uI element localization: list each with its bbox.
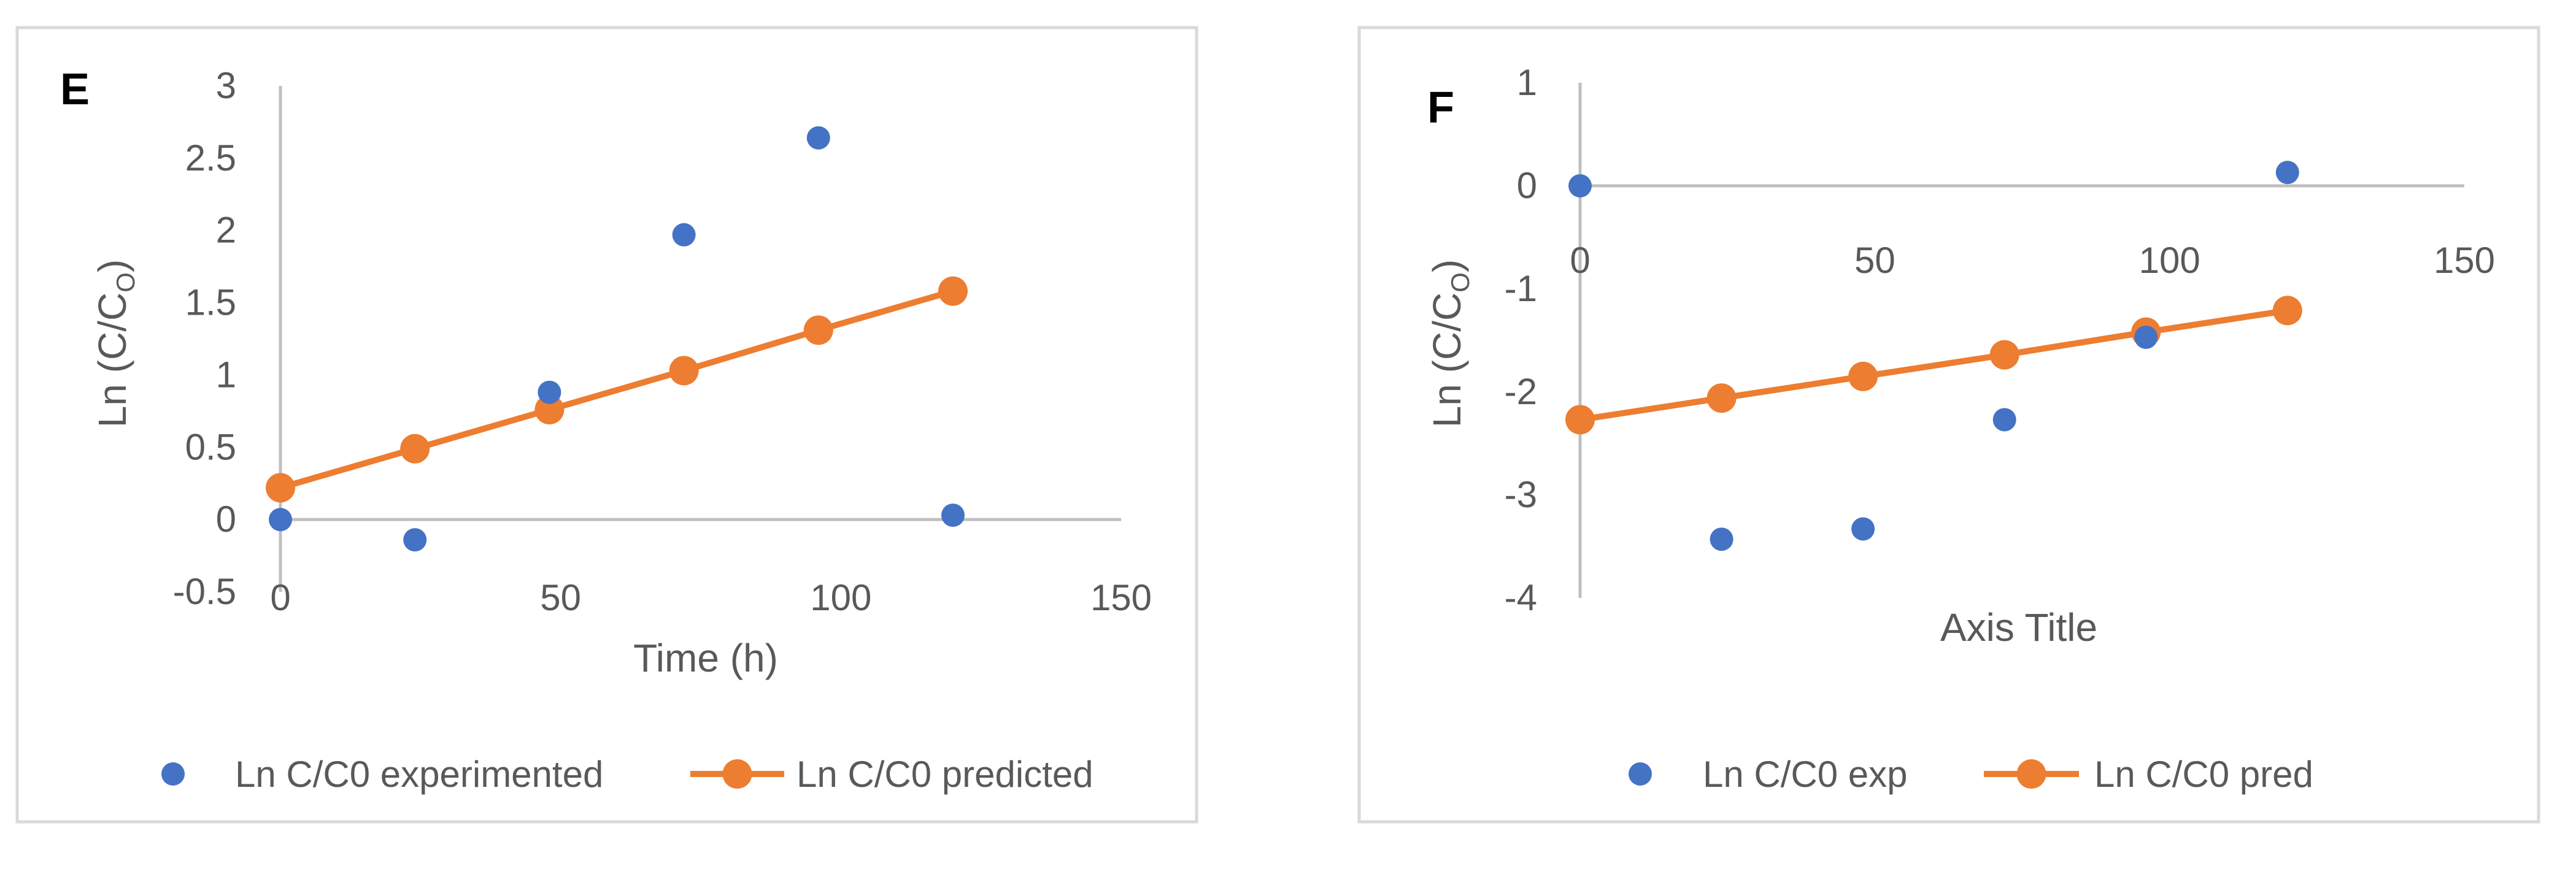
- chart-frame: [1357, 26, 2540, 824]
- legend-marker-experimental: [1629, 762, 1652, 786]
- legend-label-predicted: Ln C/C0 pred: [2094, 754, 2313, 795]
- y-axis-title-subscript: O: [1446, 272, 1475, 293]
- experimental-point: [806, 126, 830, 150]
- x-tick-label: 150: [2434, 240, 2495, 281]
- experimental-point: [2134, 325, 2158, 349]
- legend-label-experimental: Ln C/C0 exp: [1703, 754, 1908, 795]
- x-tick-label: 0: [1570, 240, 1590, 281]
- predicted-series-line: [279, 288, 954, 491]
- experimental-point: [672, 223, 696, 247]
- legend-label-predicted: Ln C/C0 predicted: [796, 754, 1093, 795]
- x-tick-label: 0: [270, 577, 290, 618]
- y-axis-title: Ln (C/CO): [1425, 259, 1475, 427]
- predicted-point: [1848, 361, 1878, 391]
- chart-frame: [15, 26, 1198, 824]
- experimental-point: [1710, 527, 1733, 551]
- experimental-point: [2275, 161, 2299, 185]
- y-tick-label: 0: [1517, 165, 1537, 206]
- y-tick-label: -2: [1505, 371, 1537, 412]
- predicted-point: [534, 395, 565, 424]
- y-tick-label: 1: [216, 354, 236, 395]
- x-tick-label: 100: [2139, 240, 2200, 281]
- x-axis-title: Axis Title: [1940, 605, 2097, 649]
- y-tick-label: 0.5: [185, 426, 236, 467]
- predicted-point: [803, 315, 833, 345]
- y-tick-label: 2: [216, 210, 236, 251]
- experimental-point: [941, 504, 965, 527]
- x-tick-label: 50: [1854, 240, 1895, 281]
- y-tick-label: 0: [216, 499, 236, 540]
- y-tick-label: -4: [1505, 577, 1537, 618]
- x-tick-label: 50: [540, 577, 581, 618]
- predicted-point: [938, 276, 968, 306]
- y-tick-label: 2.5: [185, 137, 236, 178]
- legend-marker-predicted: [2016, 759, 2046, 789]
- x-tick-label: 150: [1090, 577, 1152, 618]
- experimental-point: [1992, 408, 2016, 432]
- legend-label-experimental: Ln C/C0 experimented: [235, 754, 603, 795]
- y-tick-label: -0.5: [173, 571, 236, 612]
- y-tick-label: 1: [1517, 62, 1537, 103]
- x-axis-title: Time (h): [633, 636, 778, 680]
- y-tick-label: -1: [1505, 268, 1537, 309]
- legend-marker-experimental: [161, 762, 185, 786]
- predicted-point: [400, 434, 430, 464]
- predicted-point: [266, 473, 295, 503]
- y-tick-label: -3: [1505, 474, 1537, 515]
- y-axis-title-close: ): [1425, 259, 1469, 272]
- experimental-point: [269, 508, 292, 532]
- predicted-point: [1989, 340, 2019, 370]
- y-tick-label: 3: [216, 65, 236, 106]
- experimental-point: [403, 528, 427, 552]
- experimental-point: [1568, 174, 1592, 197]
- legend-marker-predicted: [722, 759, 752, 789]
- predicted-point: [1565, 405, 1595, 435]
- y-axis-title-close: ): [90, 259, 134, 272]
- y-axis-title-main: Ln (C/C: [1425, 293, 1469, 428]
- predicted-series-line: [1579, 307, 2288, 423]
- panel-label: E: [60, 65, 90, 114]
- y-axis-title: Ln (C/CO): [90, 259, 140, 427]
- chart-e: E 3 2.5 2 1.5 1 0.5 0 -0.5 0 50 100 150 Time (h) Ln (C…: [15, 26, 1198, 824]
- y-axis-title-main: Ln (C/C: [90, 293, 134, 428]
- predicted-point: [669, 356, 699, 386]
- panel-label: F: [1427, 83, 1454, 132]
- predicted-point: [1706, 383, 1737, 413]
- y-tick-label: 1.5: [185, 282, 236, 323]
- x-tick-label: 100: [810, 577, 871, 618]
- experimental-point: [1851, 517, 1875, 541]
- predicted-point: [2272, 296, 2302, 326]
- y-axis-title-subscript: O: [111, 272, 140, 293]
- experimental-point: [538, 380, 561, 404]
